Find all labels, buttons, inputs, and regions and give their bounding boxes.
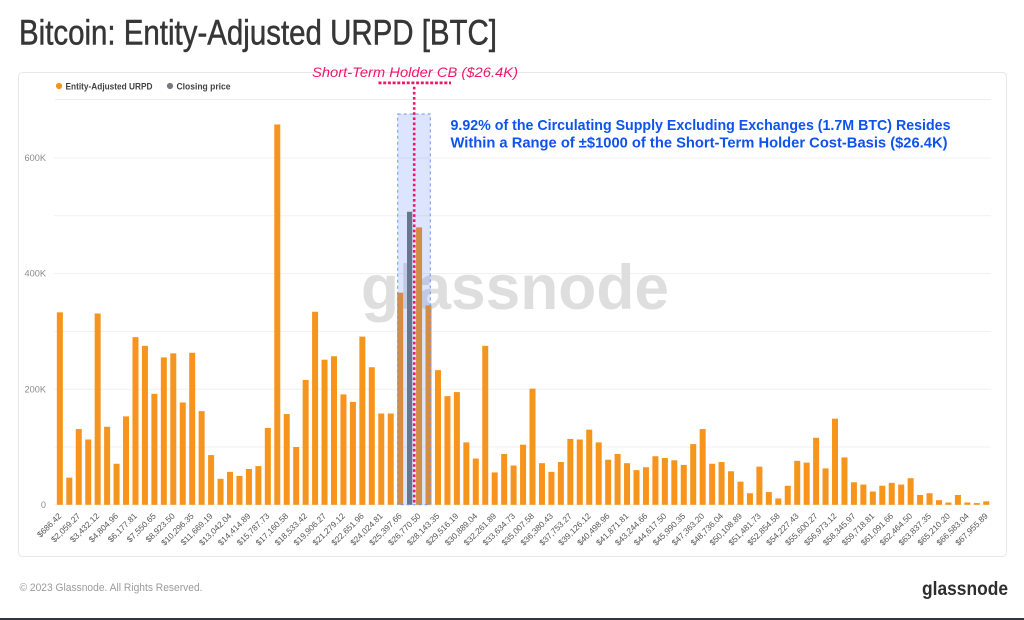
svg-text:200K: 200K: [25, 384, 47, 394]
svg-text:9.92% of the Circulating Suppl: 9.92% of the Circulating Supply Excludin…: [451, 118, 951, 134]
svg-text:Bitcoin: Entity-Adjusted URPD: Bitcoin: Entity-Adjusted URPD [BTC]: [19, 14, 497, 53]
svg-text:glassnode: glassnode: [922, 578, 1008, 600]
svg-text:0: 0: [41, 500, 46, 510]
svg-text:Within a Range of ±$1000 of th: Within a Range of ±$1000 of the Short-Te…: [451, 136, 948, 152]
svg-text:400K: 400K: [25, 269, 47, 279]
svg-text:Closing price: Closing price: [177, 81, 231, 92]
svg-text:Entity-Adjusted URPD: Entity-Adjusted URPD: [66, 81, 153, 92]
svg-text:Short-Term Holder CB ($26.4K): Short-Term Holder CB ($26.4K): [312, 64, 518, 80]
svg-text:glassnode: glassnode: [361, 253, 669, 323]
svg-text:© 2023 Glassnode. All Rights R: © 2023 Glassnode. All Rights Reserved.: [20, 582, 203, 594]
svg-text:600K: 600K: [25, 153, 47, 163]
